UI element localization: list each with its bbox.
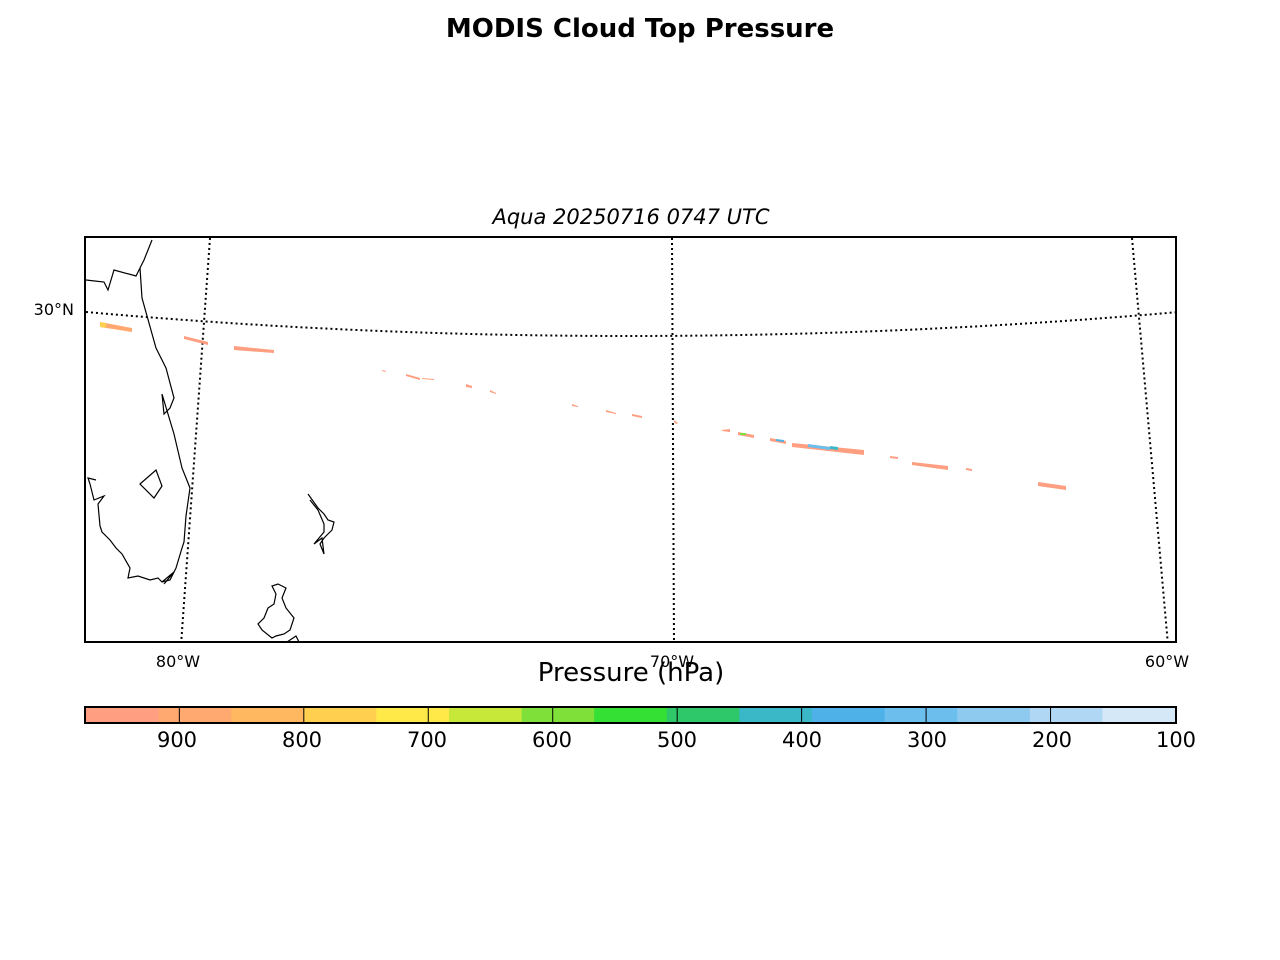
colorbar-tick-500: 500 <box>656 728 698 752</box>
swath-segment <box>234 346 274 353</box>
colorbar-segment <box>594 708 668 722</box>
bahamas-southern-coastline <box>287 635 300 641</box>
colorbar-tick-400: 400 <box>781 728 823 752</box>
swath-segment <box>632 414 642 418</box>
swath-segment <box>490 390 496 394</box>
colorbar-segment <box>739 708 813 722</box>
colorbar-svg <box>86 708 1175 722</box>
colorbar-tick-900: 900 <box>156 728 198 752</box>
colorbar-segment <box>521 708 595 722</box>
colorbar-segment <box>957 708 1031 722</box>
colorbar-segment <box>1029 708 1103 722</box>
lake-okeechobee <box>139 468 163 499</box>
meridian-70w-line <box>671 238 675 641</box>
swath-segment <box>100 322 106 328</box>
colorbar <box>84 706 1177 724</box>
colorbar-segment <box>158 708 232 722</box>
colorbar-tick-200: 200 <box>1031 728 1073 752</box>
colorbar-tick-800: 800 <box>281 728 323 752</box>
swath-segment <box>1038 482 1066 490</box>
colorbar-segment <box>376 708 450 722</box>
lon-label-70w: 70°W <box>649 652 695 671</box>
latitude-30n-line <box>86 311 1175 337</box>
swath-segment <box>382 370 386 372</box>
swath-segment <box>184 336 208 345</box>
swath-segment <box>572 404 578 407</box>
colorbar-label: Pressure (hPa) <box>537 658 725 688</box>
meridian-80w-line <box>180 238 211 641</box>
florida-keys <box>161 571 175 585</box>
swath-segment <box>830 446 838 450</box>
colorbar-tick-300: 300 <box>906 728 948 752</box>
colorbar-segment <box>449 708 523 722</box>
meridian-60w-line <box>1131 238 1169 641</box>
colorbar-tick-700: 700 <box>406 728 448 752</box>
swath-segment <box>808 444 830 450</box>
lon-label-80w: 80°W <box>155 652 201 671</box>
swath-segment <box>740 433 746 435</box>
abaco-island-coastline <box>307 493 335 555</box>
figure-title: MODIS Cloud Top Pressure <box>445 14 835 44</box>
swath-segment <box>966 468 972 471</box>
swath-segment <box>466 384 472 388</box>
lat-label-30n: 30°N <box>33 300 74 319</box>
swath-segment <box>406 374 420 380</box>
colorbar-segment <box>1102 708 1175 722</box>
figure-subtitle: Aqua 20250716 0747 UTC <box>492 205 770 229</box>
florida-coastline <box>86 239 191 583</box>
swath-segment <box>100 322 132 332</box>
swath-segment <box>606 410 616 414</box>
colorbar-segment <box>884 708 958 722</box>
colorbar-segment <box>812 708 886 722</box>
cloud-swath <box>100 322 1066 490</box>
map-svg <box>86 238 1175 641</box>
lon-label-60w: 60°W <box>1144 652 1190 671</box>
colorbar-tick-100: 100 <box>1155 728 1197 752</box>
colorbar-segment <box>303 708 377 722</box>
swath-segment <box>422 378 434 380</box>
swath-segment <box>776 439 784 442</box>
swath-segment <box>722 429 730 432</box>
swath-segment <box>912 462 948 470</box>
andros-island-coastline <box>257 583 295 639</box>
colorbar-tick-600: 600 <box>531 728 573 752</box>
map-panel <box>84 236 1177 643</box>
swath-segment <box>890 456 898 459</box>
colorbar-segment <box>666 708 740 722</box>
swath-segment <box>674 420 678 424</box>
colorbar-segment <box>231 708 305 722</box>
colorbar-segment <box>86 708 160 722</box>
